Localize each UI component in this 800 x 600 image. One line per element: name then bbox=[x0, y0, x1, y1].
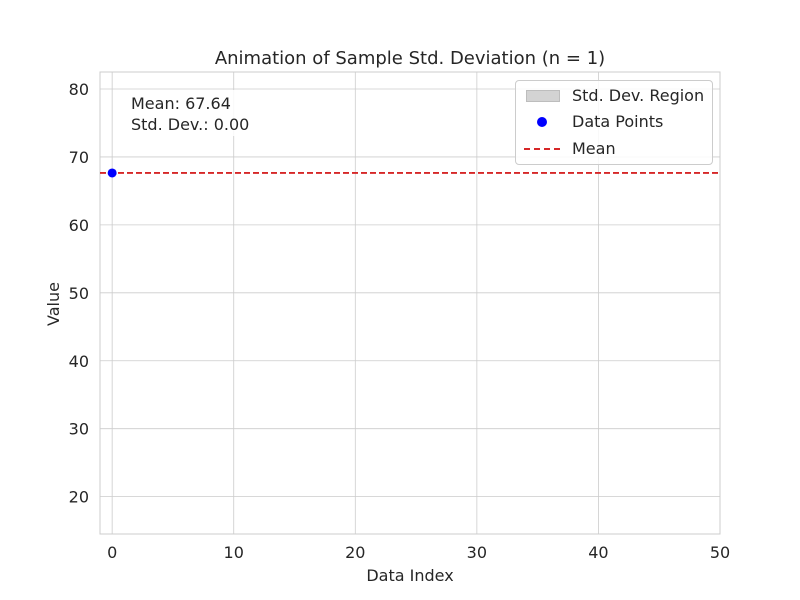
mean-annotation: Mean: 67.64 bbox=[131, 94, 231, 113]
y-tick-label: 70 bbox=[69, 148, 89, 167]
x-tick-label: 20 bbox=[345, 543, 365, 562]
x-tick-label: 0 bbox=[107, 543, 117, 562]
plot-frame bbox=[99, 71, 721, 535]
legend-label-mean: Mean bbox=[572, 139, 616, 158]
legend-swatch-mean bbox=[524, 148, 560, 150]
legend-label-data-points: Data Points bbox=[572, 112, 664, 131]
y-tick-label: 50 bbox=[69, 284, 89, 303]
x-tick-label: 10 bbox=[224, 543, 244, 562]
stats-annotation-box bbox=[120, 90, 258, 136]
chart-legend: Std. Dev. Region Data Points Mean bbox=[515, 80, 713, 165]
y-tick-label: 40 bbox=[69, 352, 89, 371]
legend-swatch-data-points bbox=[537, 117, 547, 127]
y-tick-label: 20 bbox=[69, 488, 89, 507]
data-point bbox=[107, 168, 117, 178]
chart-title: Animation of Sample Std. Deviation (n = … bbox=[215, 48, 605, 69]
legend-swatch-std-region bbox=[526, 90, 560, 102]
x-tick-label: 30 bbox=[467, 543, 487, 562]
x-tick-label: 40 bbox=[588, 543, 608, 562]
legend-label-std-region: Std. Dev. Region bbox=[572, 86, 705, 105]
std-annotation: Std. Dev.: 0.00 bbox=[131, 115, 250, 134]
x-tick-label: 50 bbox=[710, 543, 730, 562]
y-tick-label: 80 bbox=[69, 80, 89, 99]
x-axis-label: Data Index bbox=[366, 566, 453, 585]
y-tick-label: 60 bbox=[69, 216, 89, 235]
y-axis-label: Value bbox=[44, 282, 63, 326]
y-tick-label: 30 bbox=[69, 420, 89, 439]
